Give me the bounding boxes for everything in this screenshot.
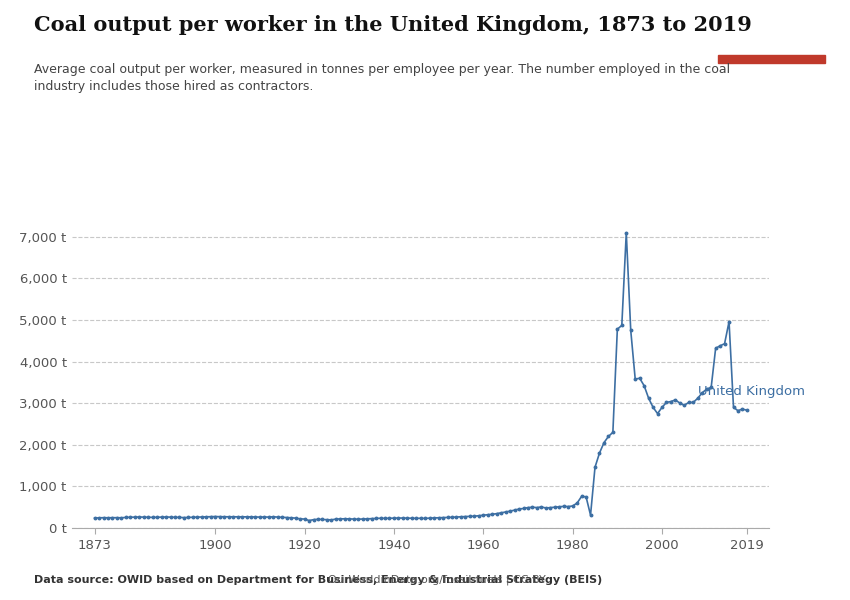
Text: Average coal output per worker, measured in tonnes per employee per year. The nu: Average coal output per worker, measured… (34, 63, 730, 93)
Text: OurWorldinData.org/fossil-fuels | CC BY: OurWorldinData.org/fossil-fuels | CC BY (34, 575, 546, 585)
Text: Our World: Our World (740, 22, 803, 32)
Text: United Kingdom: United Kingdom (698, 385, 805, 398)
Text: Coal output per worker in the United Kingdom, 1873 to 2019: Coal output per worker in the United Kin… (34, 15, 752, 35)
Bar (718, 55, 824, 63)
Text: Data source: OWID based on Department for Business, Energy & Industrial Strategy: Data source: OWID based on Department fo… (34, 575, 603, 585)
Text: in Data: in Data (749, 38, 794, 49)
